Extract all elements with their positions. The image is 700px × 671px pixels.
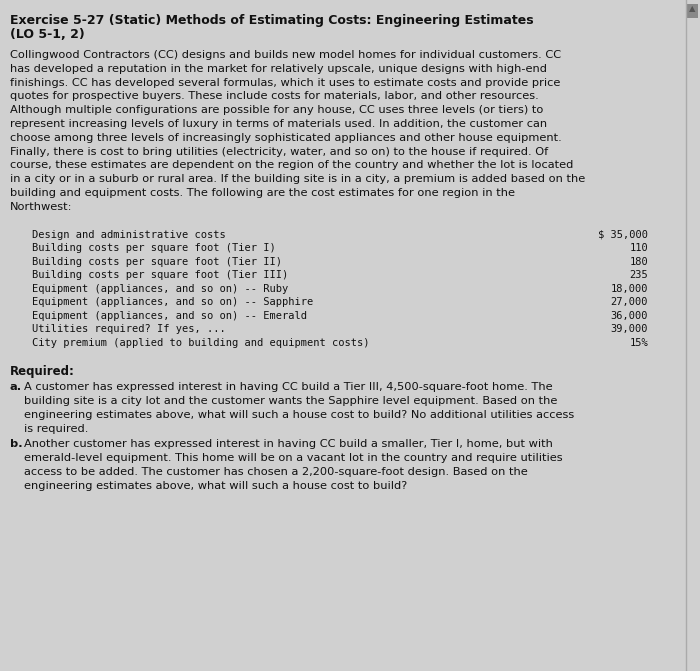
Text: represent increasing levels of luxury in terms of materials used. In addition, t: represent increasing levels of luxury in…: [10, 119, 547, 129]
Text: Design and administrative costs: Design and administrative costs: [32, 229, 225, 240]
Text: quotes for prospective buyers. These include costs for materials, labor, and oth: quotes for prospective buyers. These inc…: [10, 91, 539, 101]
Text: 36,000: 36,000: [610, 311, 648, 321]
Text: is required.: is required.: [24, 423, 88, 433]
Text: emerald-level equipment. This home will be on a vacant lot in the country and re: emerald-level equipment. This home will …: [24, 453, 563, 463]
FancyBboxPatch shape: [687, 4, 698, 18]
Text: building and equipment costs. The following are the cost estimates for one regio: building and equipment costs. The follow…: [10, 188, 515, 198]
Text: Northwest:: Northwest:: [10, 202, 73, 212]
Text: Required:: Required:: [10, 365, 75, 378]
Text: 235: 235: [629, 270, 648, 280]
Text: has developed a reputation in the market for relatively upscale, unique designs : has developed a reputation in the market…: [10, 64, 547, 74]
Text: choose among three levels of increasingly sophisticated appliances and other hou: choose among three levels of increasingl…: [10, 133, 561, 143]
Text: $ 35,000: $ 35,000: [598, 229, 648, 240]
Text: Utilities required? If yes, ...: Utilities required? If yes, ...: [32, 324, 225, 334]
Text: Finally, there is cost to bring utilities (electricity, water, and so on) to the: Finally, there is cost to bring utilitie…: [10, 146, 548, 156]
Text: Although multiple configurations are possible for any house, CC uses three level: Although multiple configurations are pos…: [10, 105, 543, 115]
Text: 15%: 15%: [629, 338, 648, 348]
Text: (LO 5-1, 2): (LO 5-1, 2): [10, 28, 85, 41]
Text: Exercise 5-27 (Static) Methods of Estimating Costs: Engineering Estimates: Exercise 5-27 (Static) Methods of Estima…: [10, 14, 533, 27]
Text: 27,000: 27,000: [610, 297, 648, 307]
Text: 39,000: 39,000: [610, 324, 648, 334]
Text: engineering estimates above, what will such a house cost to build? No additional: engineering estimates above, what will s…: [24, 410, 574, 419]
Text: Building costs per square foot (Tier II): Building costs per square foot (Tier II): [32, 256, 282, 266]
Text: ▲: ▲: [689, 4, 695, 13]
Text: course, these estimates are dependent on the region of the country and whether t: course, these estimates are dependent on…: [10, 160, 573, 170]
Text: in a city or in a suburb or rural area. If the building site is in a city, a pre: in a city or in a suburb or rural area. …: [10, 174, 585, 185]
Text: access to be added. The customer has chosen a 2,200-square-foot design. Based on: access to be added. The customer has cho…: [24, 467, 528, 477]
Text: 18,000: 18,000: [610, 284, 648, 294]
Text: Collingwood Contractors (CC) designs and builds new model homes for individual c: Collingwood Contractors (CC) designs and…: [10, 50, 561, 60]
Text: 110: 110: [629, 243, 648, 253]
Text: engineering estimates above, what will such a house cost to build?: engineering estimates above, what will s…: [24, 480, 407, 491]
Text: finishings. CC has developed several formulas, which it uses to estimate costs a: finishings. CC has developed several for…: [10, 78, 561, 88]
Text: 180: 180: [629, 256, 648, 266]
Text: Equipment (appliances, and so on) -- Emerald: Equipment (appliances, and so on) -- Eme…: [32, 311, 307, 321]
Text: a.: a.: [10, 382, 22, 392]
Text: Building costs per square foot (Tier I): Building costs per square foot (Tier I): [32, 243, 276, 253]
Text: Equipment (appliances, and so on) -- Ruby: Equipment (appliances, and so on) -- Rub…: [32, 284, 288, 294]
Text: Building costs per square foot (Tier III): Building costs per square foot (Tier III…: [32, 270, 288, 280]
Text: Equipment (appliances, and so on) -- Sapphire: Equipment (appliances, and so on) -- Sap…: [32, 297, 314, 307]
Text: building site is a city lot and the customer wants the Sapphire level equipment.: building site is a city lot and the cust…: [24, 396, 557, 406]
Text: Another customer has expressed interest in having CC build a smaller, Tier I, ho: Another customer has expressed interest …: [24, 440, 553, 450]
Text: A customer has expressed interest in having CC build a Tier III, 4,500-square-fo: A customer has expressed interest in hav…: [24, 382, 552, 392]
Text: b.: b.: [10, 440, 22, 450]
Text: City premium (applied to building and equipment costs): City premium (applied to building and eq…: [32, 338, 370, 348]
